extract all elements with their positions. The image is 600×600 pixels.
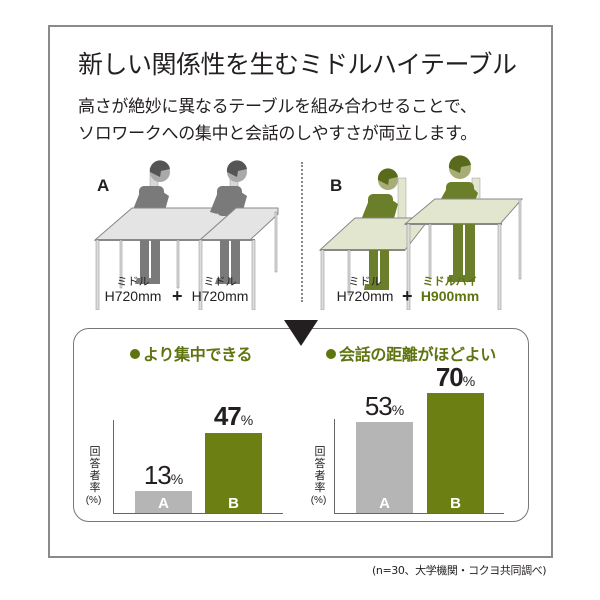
chart-left-x-axis bbox=[113, 513, 283, 514]
down-arrow-icon bbox=[284, 320, 318, 346]
chart-right-bar-a-value: 53% bbox=[364, 391, 405, 421]
person-legs-icon bbox=[364, 250, 389, 290]
person-icon bbox=[361, 168, 407, 231]
plus-icon: + bbox=[402, 286, 413, 306]
chart-left-title: より集中できる bbox=[130, 341, 253, 365]
scene-b-table-1-label: ミドル H720mm bbox=[336, 276, 394, 304]
subtitle-line-1: 高さが絶妙に異なるテーブルを組み合わせることで、 bbox=[78, 97, 477, 117]
bullet-icon bbox=[326, 349, 336, 359]
chart-right-bar-b: B bbox=[427, 393, 484, 513]
plus-icon: + bbox=[172, 286, 183, 306]
scene-a-illustration bbox=[93, 160, 279, 310]
footnote: (n=30、大学機関・コクヨ共同調べ) bbox=[372, 564, 547, 577]
scene-divider bbox=[301, 162, 303, 302]
scene-b-label: B bbox=[330, 176, 343, 195]
chart-right-bar-b-value: 70% bbox=[435, 362, 476, 392]
scene-b-table-2-label: ミドルハイ H900mm bbox=[420, 276, 480, 304]
page-title: 新しい関係性を生むミドルハイテーブル bbox=[78, 50, 517, 79]
chart-right-y-axis bbox=[334, 419, 335, 514]
chart-left-bar-b: B bbox=[205, 433, 262, 513]
scene-a-table-1-label: ミドル H720mm bbox=[104, 276, 162, 304]
chart-left-bar-a: A bbox=[135, 491, 192, 513]
chart-right-title: 会話の距離がほどよい bbox=[326, 341, 496, 365]
chart-left-y-axis-label: 回 答 者 率 (%) bbox=[85, 445, 102, 507]
chart-right-y-axis-label: 回 答 者 率 (%) bbox=[310, 445, 327, 507]
scene-a-table-2-label: ミドル H720mm bbox=[191, 276, 249, 304]
chart-left-y-axis bbox=[113, 420, 114, 514]
person-legs-icon bbox=[448, 224, 475, 282]
chart-left-bar-a-value: 13% bbox=[143, 460, 184, 490]
chart-right-bar-a: A bbox=[356, 422, 413, 513]
scene-b-illustration bbox=[318, 155, 524, 310]
scene-a-label: A bbox=[97, 176, 110, 195]
subtitle-line-2: ソロワークへの集中と会話のしやすさが両立します。 bbox=[78, 124, 477, 144]
chart-right-x-axis bbox=[334, 513, 504, 514]
person-legs-icon bbox=[215, 240, 240, 284]
bullet-icon bbox=[130, 349, 140, 359]
chart-left-bar-b-value: 47% bbox=[213, 401, 254, 431]
person-legs-icon bbox=[135, 240, 160, 284]
